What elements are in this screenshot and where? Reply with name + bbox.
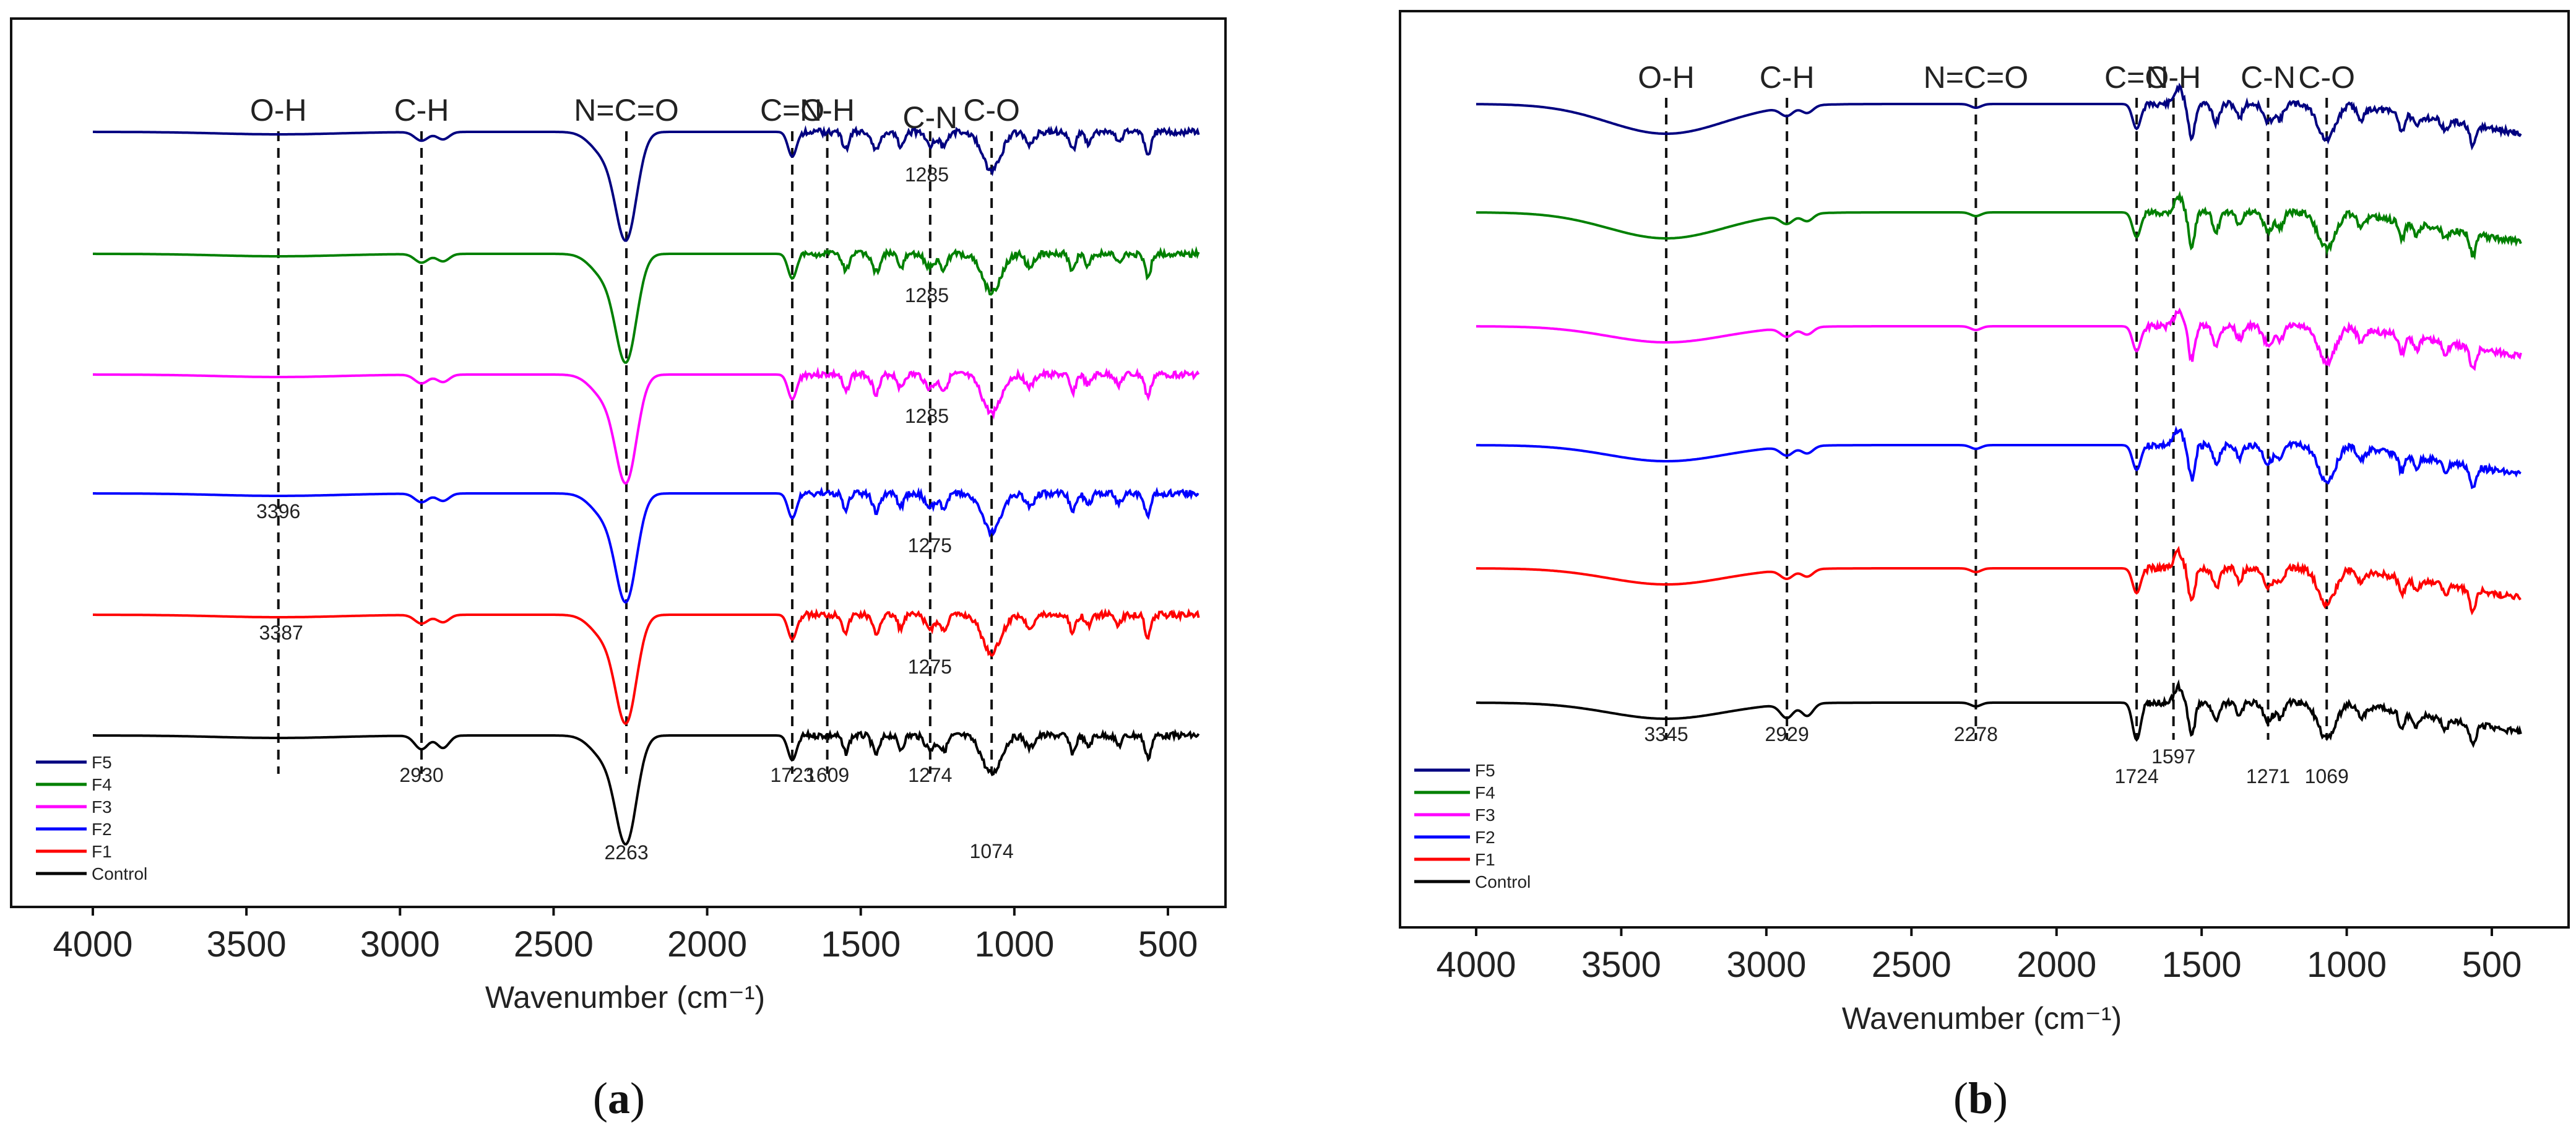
legend-label-f3: F3 [1475,805,1495,825]
band-label: O-H [1638,60,1695,95]
peak-label: 3387 [259,622,303,644]
x-tick-label: 1000 [974,924,1054,965]
panel-b: 4000 3500 3000 2500 2000 1500 1000 500 O-H C-H N=… [1399,10,2570,1123]
band-label: O-H [250,93,307,128]
peak-label: 2929 [1765,723,1809,745]
x-tick-label: 2500 [1872,945,1951,985]
peak-label: 2278 [1954,723,1998,745]
trace-control [1476,679,2522,748]
trace-f5 [1476,82,2522,151]
x-tick-label: 2000 [2016,945,2096,985]
peak-label: 2263 [604,841,648,864]
x-tick-label: 2000 [667,924,747,965]
peak-label: 1069 [2305,765,2349,787]
peak-label: 3396 [256,500,300,522]
panel-a-bands: O-H C-H N=C=O C=ON-H C-N C-O [250,93,1020,774]
legend-label-f2: F2 [1475,828,1495,847]
trace-f1 [93,607,1200,725]
legend-label-f5: F5 [1475,761,1495,780]
peak-label: 1274 [908,764,952,786]
trace-control [93,728,1200,846]
x-tick-label: 4000 [1436,945,1516,985]
x-tick-label: 500 [1138,924,1198,965]
peak-label: 1275 [908,656,952,678]
panel-b-legend: F5 F4 F3 F2 F1 Control [1414,761,1531,891]
panel-b-x-label: Wavenumber (cm⁻¹) [1842,1001,2122,1036]
band-label: C-H [1760,60,1815,95]
panel-a-legend: F5 F4 F3 F2 F1 Control [36,753,147,883]
band-label: N-H [2146,60,2201,95]
x-tick-label: 3000 [360,924,440,965]
x-tick-label: 1500 [2162,945,2242,985]
panel-b-traces [1476,82,2522,748]
x-tick-label: 1000 [2307,945,2387,985]
peak-label: 1271 [2246,765,2290,787]
panel-a-id: (a) [593,1073,645,1123]
legend-label-control: Control [1475,872,1531,891]
peak-label: 2930 [399,764,443,786]
x-tick-label: 2500 [514,924,594,965]
legend-label-f5: F5 [92,753,112,772]
panel-a-traces [93,124,1200,846]
peak-label: 1285 [905,405,949,427]
panel-b-ticks: 4000 3500 3000 2500 2000 1500 1000 500 [1436,927,2522,985]
panel-a-x-label: Wavenumber (cm⁻¹) [485,980,765,1015]
x-tick-label: 3500 [207,924,287,965]
peak-label: 3345 [1645,723,1688,745]
panel-a: 4000 3500 3000 2500 2000 1500 1000 500 O-H C-H N=… [10,17,1227,1123]
legend-label-f1: F1 [1475,850,1495,869]
x-tick-label: 3000 [1726,945,1806,985]
legend-label-f4: F4 [1475,783,1495,802]
band-label: C-O [2298,60,2355,95]
trace-f2 [1476,425,2522,490]
peak-label: 1285 [905,284,949,306]
trace-f3 [93,366,1200,485]
trace-f1 [1476,545,2522,616]
x-tick-label: 3500 [1581,945,1661,985]
trace-f5 [93,124,1200,242]
band-label: N-H [800,93,855,128]
x-tick-label: 1500 [821,924,901,965]
band-label: C=O [2104,60,2169,95]
panel-b-frame [1399,10,2570,929]
peak-label: 1724 [2115,765,2159,787]
band-label: N=C=O [574,93,679,128]
trace-f4 [1476,190,2522,261]
panel-a-peak-labels: 1285 1285 1285 3396 1275 3387 1275 2930 2263 1723… [256,163,1014,864]
peak-label: 1609 [805,764,849,786]
peak-label: 1597 [2151,745,2195,768]
legend-label-f4: F4 [92,775,112,794]
band-label: C-N [2241,60,2296,95]
peak-label: 1074 [970,840,1014,862]
legend-label-f3: F3 [92,797,112,817]
legend-label-f1: F1 [92,842,112,861]
band-label: C=O [760,93,824,128]
peak-label: 1285 [905,163,949,186]
band-label: C-H [394,93,449,128]
panel-b-id: (b) [1953,1073,2008,1123]
x-tick-label: 500 [2462,945,2522,985]
peak-label: 1275 [908,534,952,557]
band-label: N=C=O [1924,60,2029,95]
band-label: C-O [963,93,1020,128]
trace-f3 [1476,307,2522,371]
legend-label-f2: F2 [92,820,112,839]
peak-label: 1723 [770,764,814,786]
band-label: C-N [902,100,957,135]
panel-a-ticks: 4000 3500 3000 2500 2000 1500 1000 500 [53,907,1198,965]
trace-f4 [93,246,1200,364]
trace-f2 [93,486,1199,604]
panel-b-bands: O-H C-H N=C=O C=ON-H C-N C-O [1638,60,2355,740]
x-tick-label: 4000 [53,924,132,965]
legend-label-control: Control [92,864,147,883]
